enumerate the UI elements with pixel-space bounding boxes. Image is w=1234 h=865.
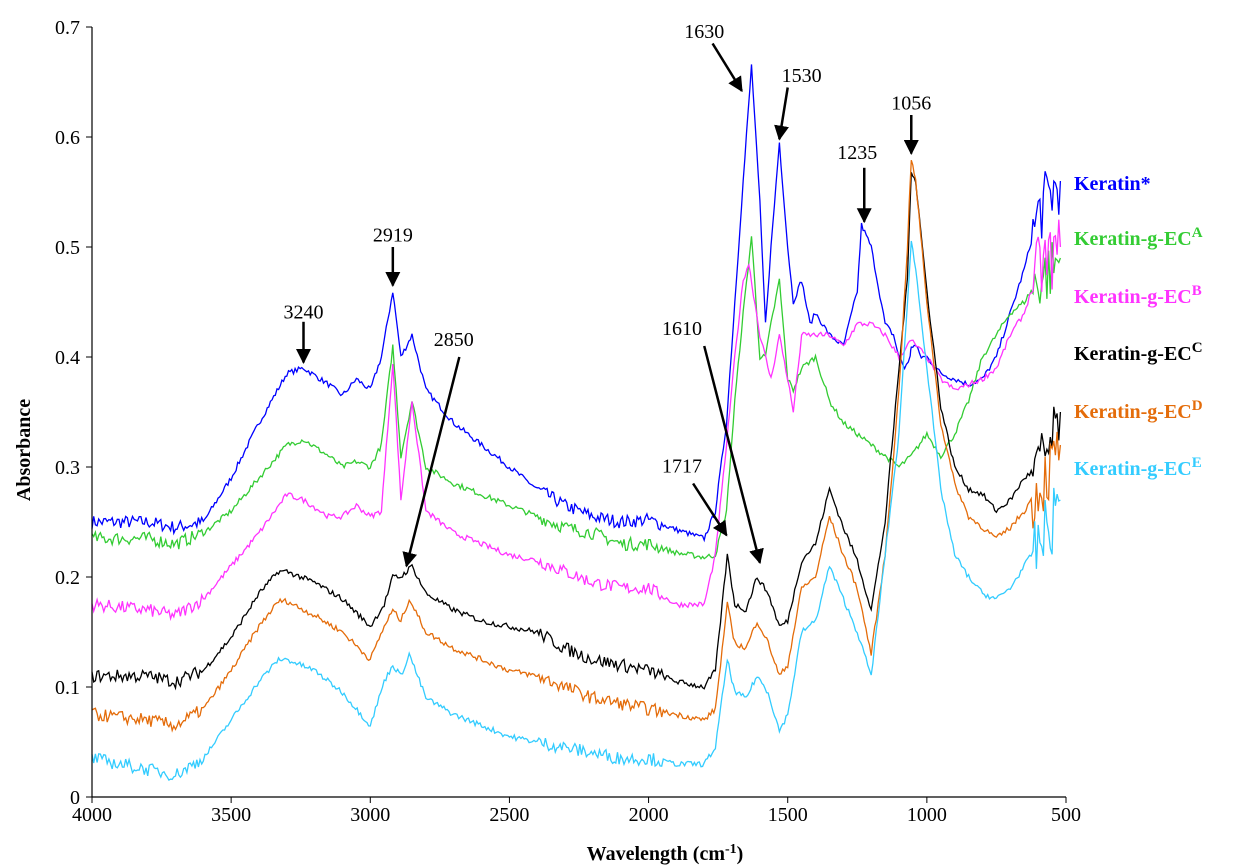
- x-axis-title: Wavelength (cm-1): [587, 842, 744, 865]
- legend-item-3: Keratin-g-ECC: [1074, 340, 1203, 365]
- annotation-arrow-1717: [692, 482, 728, 537]
- x-tick-label: 500: [1051, 804, 1081, 826]
- legend-item-2: Keratin-g-ECB: [1074, 283, 1202, 308]
- y-axis-title: Absorbance: [13, 399, 35, 501]
- ticks-layer: 0 0.1 0.2 0.3 0.4 0.5 0.6 0.7 4000 3500 3000 2500 20…: [55, 17, 1081, 826]
- y-tick-label: 0.7: [55, 17, 80, 39]
- annotation-arrow-1630: [711, 42, 743, 93]
- legend-layer: Keratin* Keratin-g-ECA Keratin-g-ECB Kerati…: [1074, 173, 1203, 480]
- annotation-label-1056: 1056: [891, 93, 931, 115]
- series-line-1: [91, 236, 1062, 560]
- annotation-arrow-2850: [402, 356, 461, 568]
- legend-item-5: Keratin-g-ECE: [1074, 455, 1202, 480]
- y-tick-label: 0.2: [55, 567, 80, 589]
- x-tick-label: 4000: [72, 804, 112, 826]
- series-line-5: [91, 240, 1061, 781]
- x-tick-label: 3000: [350, 804, 390, 826]
- legend-item-0: Keratin*: [1074, 173, 1151, 195]
- axes-layer: [91, 27, 1066, 798]
- y-tick-label: 0.4: [55, 347, 80, 369]
- annotation-layer: 3240 2919 2850 1630 1530 1235 1056 1610 1717: [283, 21, 931, 568]
- annotation-label-1630: 1630: [684, 21, 724, 43]
- x-tick-label: 2000: [629, 804, 669, 826]
- x-tick-label: 1500: [768, 804, 808, 826]
- annotation-label-1610: 1610: [662, 318, 702, 340]
- legend-item-4: Keratin-g-ECD: [1074, 398, 1203, 423]
- x-tick-label: 3500: [211, 804, 251, 826]
- series-line-2: [91, 219, 1062, 622]
- annotation-label-1235: 1235: [837, 142, 877, 164]
- series-line-3: [91, 172, 1062, 691]
- annotation-label-1717: 1717: [662, 456, 702, 478]
- x-tick-label: 1000: [907, 804, 947, 826]
- y-tick-label: 0.6: [55, 127, 80, 149]
- series-layer: [91, 64, 1062, 781]
- annotation-label-2850: 2850: [434, 329, 474, 351]
- series-line-4: [91, 160, 1062, 733]
- y-tick-label: 0.1: [55, 677, 80, 699]
- annotation-arrow-1530: [774, 87, 789, 141]
- annotation-label-2919: 2919: [373, 225, 413, 247]
- y-tick-label: 0.5: [55, 237, 80, 259]
- legend-item-1: Keratin-g-ECA: [1074, 225, 1203, 250]
- annotation-label-1530: 1530: [782, 65, 822, 87]
- x-tick-label: 2500: [489, 804, 529, 826]
- annotation-label-3240: 3240: [283, 302, 323, 324]
- y-tick-label: 0: [70, 787, 80, 809]
- y-tick-label: 0.3: [55, 457, 80, 479]
- annotation-arrow-1610: [703, 345, 764, 565]
- series-line-0: [91, 64, 1062, 543]
